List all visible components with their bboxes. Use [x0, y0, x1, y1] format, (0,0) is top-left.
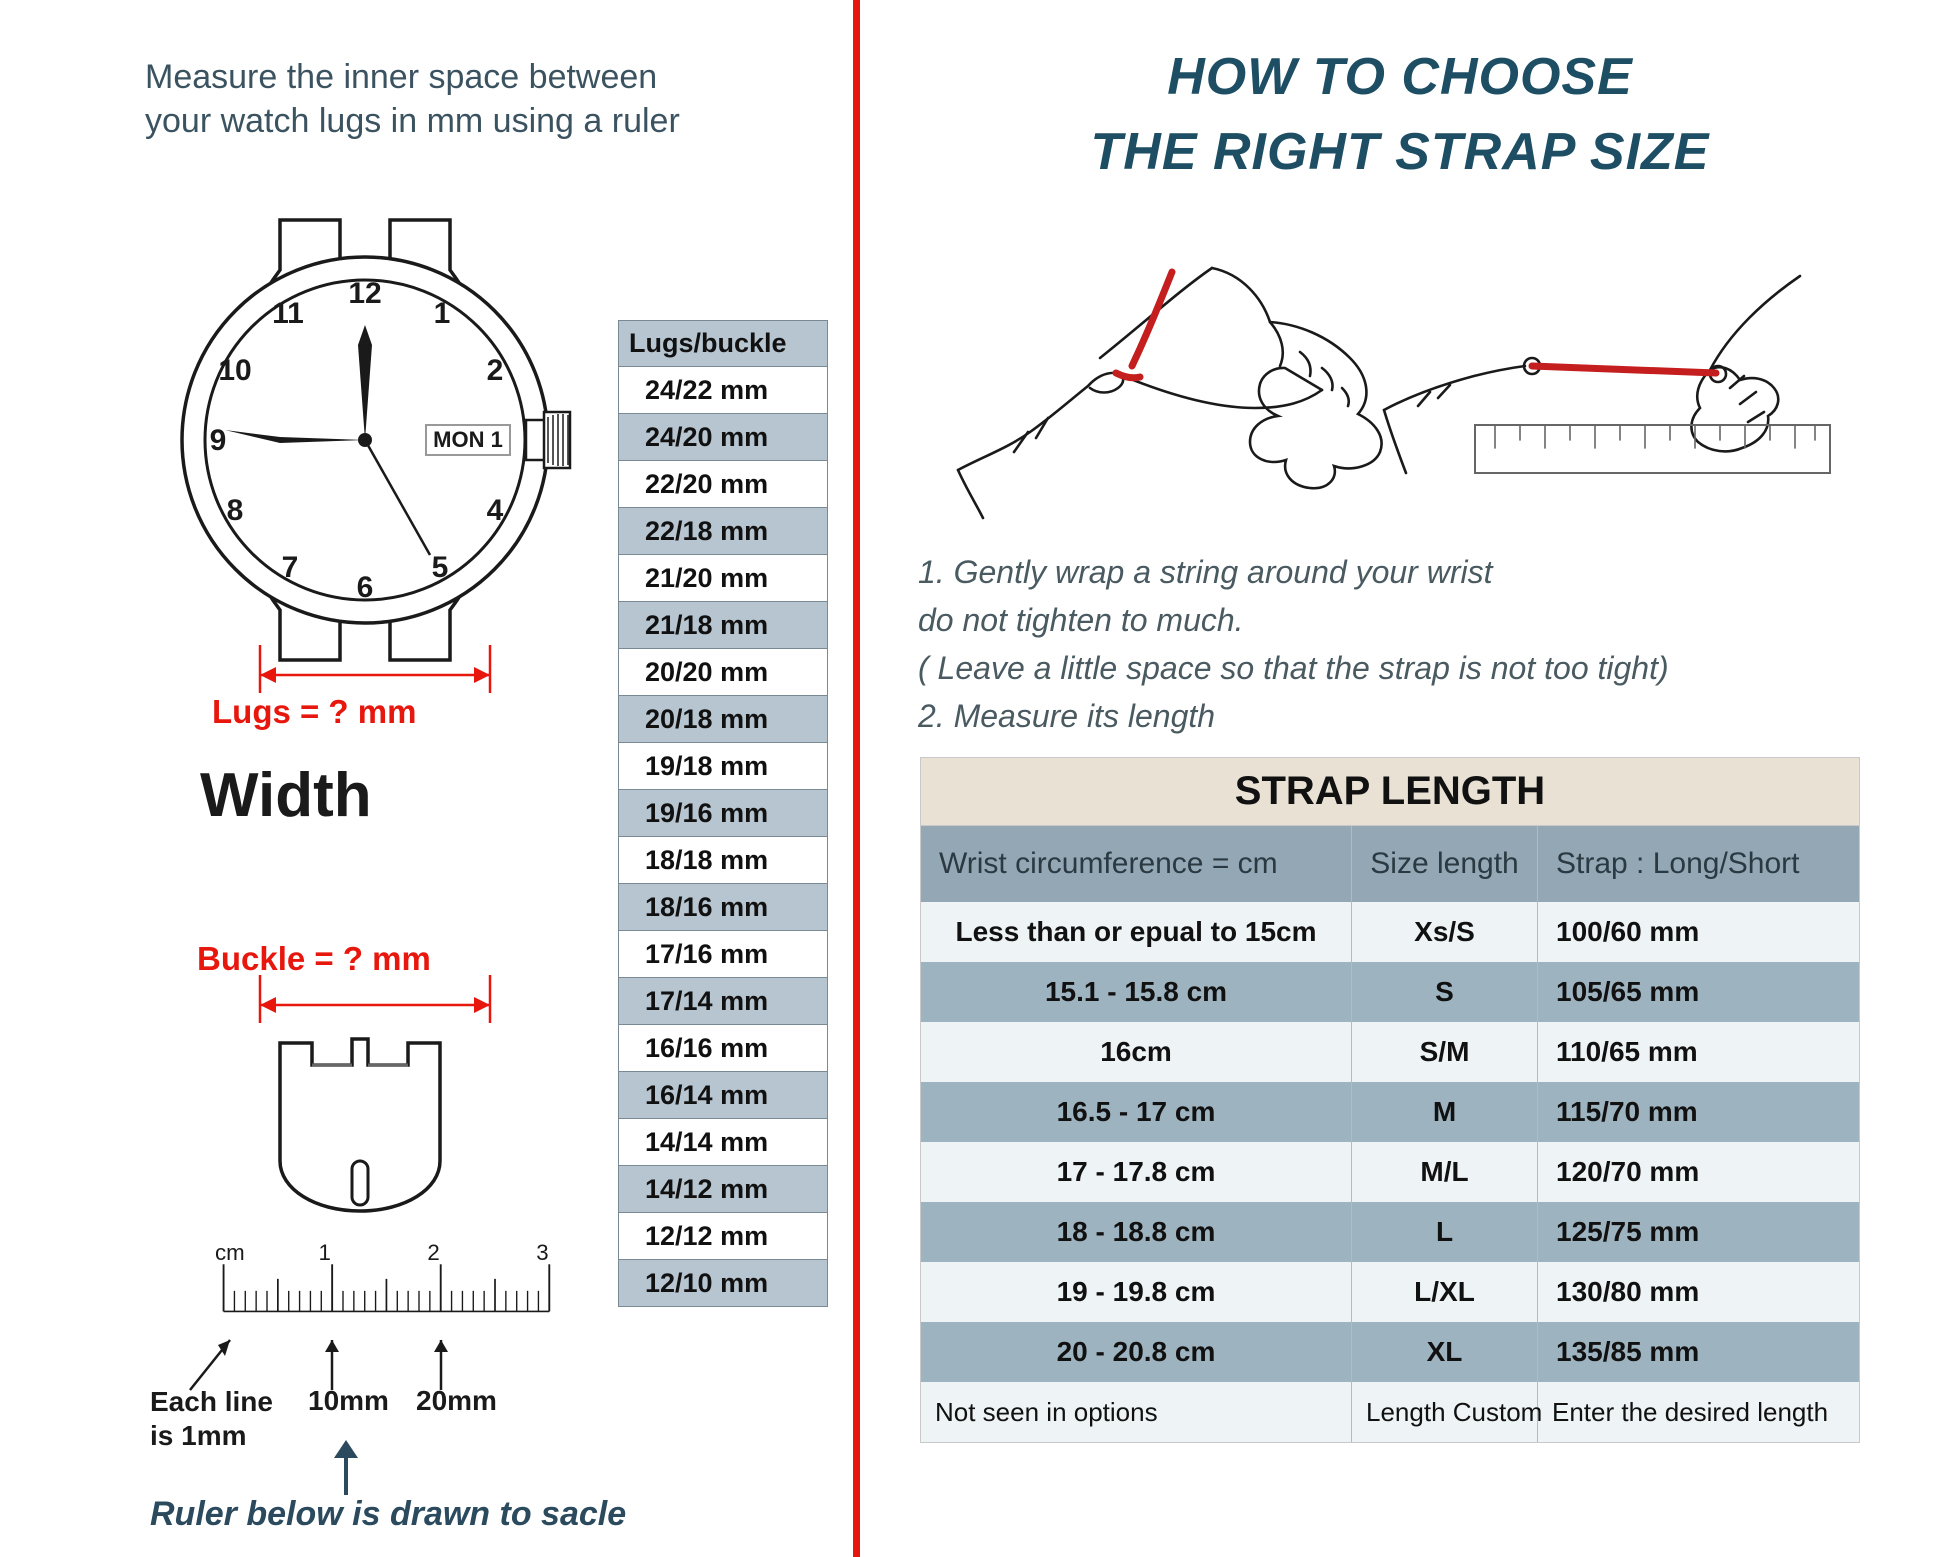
svg-text:cm: cm	[215, 1240, 245, 1265]
svg-text:2: 2	[487, 354, 504, 387]
svg-text:9: 9	[210, 424, 227, 457]
svg-text:12: 12	[348, 277, 381, 310]
svg-text:6: 6	[357, 571, 374, 604]
svg-text:MON 1: MON 1	[433, 427, 503, 452]
svg-text:2: 2	[427, 1240, 439, 1265]
svg-text:11: 11	[272, 297, 304, 330]
svg-text:3: 3	[536, 1240, 548, 1265]
svg-text:1: 1	[434, 297, 451, 330]
svg-text:1: 1	[319, 1240, 331, 1265]
svg-text:5: 5	[432, 551, 449, 584]
svg-text:8: 8	[227, 494, 244, 527]
svg-text:7: 7	[282, 551, 299, 584]
svg-text:4: 4	[487, 494, 504, 527]
svg-text:10: 10	[218, 354, 251, 387]
